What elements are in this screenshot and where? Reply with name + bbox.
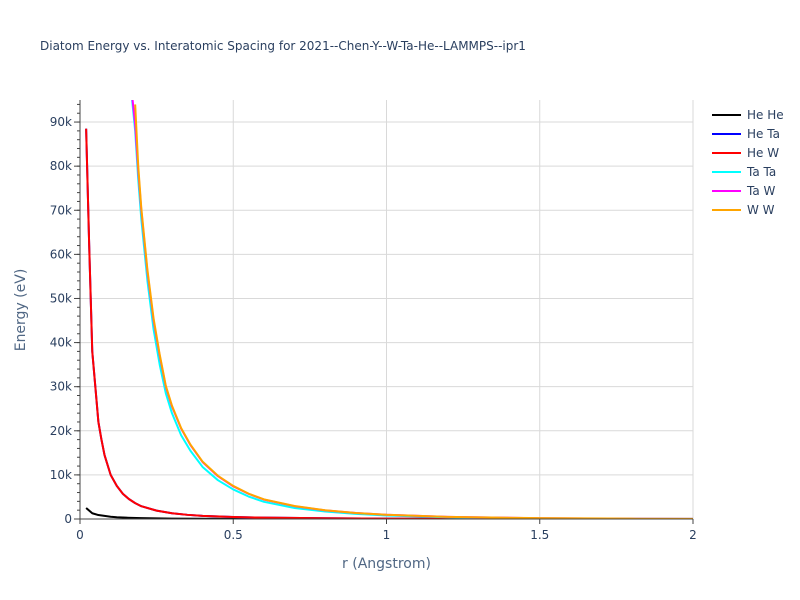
series-line-ta-ta bbox=[131, 100, 693, 519]
y-tick-label: 10k bbox=[50, 468, 72, 482]
legend-item[interactable]: He W bbox=[712, 146, 779, 160]
x-tick-label: 2 bbox=[689, 528, 697, 542]
legend-item[interactable]: Ta W bbox=[712, 184, 776, 198]
x-tick-label: 0 bbox=[76, 528, 84, 542]
y-tick-label: 30k bbox=[50, 380, 72, 394]
series-layer bbox=[85, 100, 693, 519]
legend-label: Ta W bbox=[746, 184, 776, 198]
y-axis-title: Energy (eV) bbox=[13, 269, 29, 352]
y-tick-label: 60k bbox=[50, 247, 72, 261]
legend: He He He Ta He W Ta Ta Ta W W W bbox=[712, 108, 784, 217]
y-tick-label: 90k bbox=[50, 115, 72, 129]
legend-label: Ta Ta bbox=[746, 165, 776, 179]
legend-label: He Ta bbox=[747, 127, 780, 141]
series-line-w-w bbox=[134, 104, 693, 519]
legend-item[interactable]: He He bbox=[712, 108, 784, 122]
y-tick-label: 20k bbox=[50, 424, 72, 438]
series-line-he-ta bbox=[85, 128, 693, 519]
y-tick-label: 40k bbox=[50, 336, 72, 350]
legend-label: He W bbox=[747, 146, 779, 160]
grid bbox=[80, 100, 694, 519]
y-tick-label: 50k bbox=[50, 291, 72, 305]
y-tick-label: 70k bbox=[50, 203, 72, 217]
x-tick-label: 1.5 bbox=[530, 528, 549, 542]
x-axis-title: r (Angstrom) bbox=[342, 556, 431, 572]
axes bbox=[77, 100, 693, 520]
x-tick-label: 0.5 bbox=[224, 528, 243, 542]
series-line-he-w bbox=[85, 128, 693, 519]
legend-label: W W bbox=[747, 203, 775, 217]
x-tick-label: 1 bbox=[383, 528, 391, 542]
legend-item[interactable]: W W bbox=[712, 203, 775, 217]
chart-title: Diatom Energy vs. Interatomic Spacing fo… bbox=[40, 39, 526, 53]
ticks: 0 0.5 1 1.5 2 0 10k 20k 30k 40k 50k 60k 70k 80k 90k bbox=[50, 115, 697, 542]
legend-item[interactable]: Ta Ta bbox=[712, 165, 776, 179]
series-line-ta-w bbox=[131, 100, 693, 519]
y-tick-label: 80k bbox=[50, 159, 72, 173]
legend-label: He He bbox=[747, 108, 784, 122]
y-tick-label: 0 bbox=[64, 512, 72, 526]
legend-item[interactable]: He Ta bbox=[712, 127, 780, 141]
